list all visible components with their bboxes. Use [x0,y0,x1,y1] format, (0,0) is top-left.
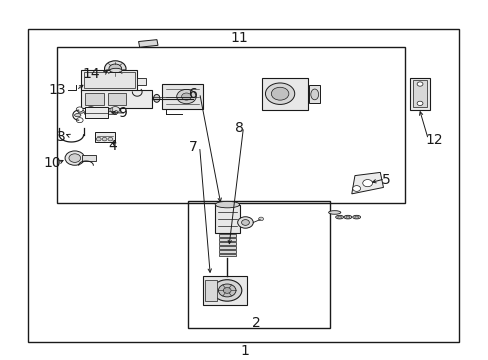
Text: 1: 1 [240,343,248,357]
Bar [57,47,405,203]
Circle shape [362,180,372,187]
Circle shape [108,137,113,141]
Circle shape [104,61,126,77]
Bar [186,91,201,107]
Ellipse shape [354,216,358,218]
Bar [81,90,152,108]
Bar [218,238,236,241]
Circle shape [65,151,84,165]
Bar [218,253,236,256]
Circle shape [241,220,249,225]
Bar [218,246,236,249]
Bar [309,85,320,103]
Circle shape [181,93,191,100]
Circle shape [188,95,200,103]
Circle shape [102,137,107,141]
Circle shape [265,83,294,104]
Text: 3: 3 [57,130,66,144]
Bar [218,250,236,252]
Bar [81,71,137,92]
Bar [81,154,96,161]
Ellipse shape [337,216,341,218]
Circle shape [176,89,196,104]
Bar [188,201,329,328]
Circle shape [218,284,236,297]
Bar [215,204,239,233]
Text: 11: 11 [230,31,248,45]
Bar [137,78,146,85]
Ellipse shape [345,216,349,218]
Ellipse shape [115,111,118,114]
Ellipse shape [99,108,102,112]
Circle shape [76,107,83,112]
Circle shape [416,101,422,105]
Bar [83,72,135,88]
Polygon shape [351,172,383,194]
Bar [412,81,426,107]
Ellipse shape [328,211,340,214]
Bar [409,78,429,110]
Ellipse shape [110,108,113,112]
Bar [161,84,203,109]
Ellipse shape [78,110,84,113]
Bar [105,111,116,114]
Circle shape [352,186,360,192]
Bar [261,78,307,110]
Ellipse shape [164,94,170,102]
Text: 10: 10 [43,157,61,170]
Ellipse shape [153,94,160,102]
Bar [85,93,103,105]
Ellipse shape [352,215,360,219]
Bar [218,242,236,245]
Bar [138,40,158,47]
Text: 4: 4 [108,139,117,153]
Bar [204,280,216,301]
Bar [101,108,111,112]
Bar [108,93,126,105]
Bar [218,234,236,237]
Text: 5: 5 [381,172,389,186]
Bar [95,132,115,142]
Text: 12: 12 [425,133,443,147]
Circle shape [271,87,288,100]
Circle shape [111,107,120,113]
Circle shape [96,137,101,141]
Text: 7: 7 [188,140,197,154]
Ellipse shape [104,111,107,114]
Ellipse shape [335,215,343,219]
Circle shape [212,280,242,301]
Text: 8: 8 [235,121,244,135]
Ellipse shape [310,89,318,100]
Text: 13: 13 [48,83,65,97]
Ellipse shape [74,113,81,117]
Circle shape [223,288,231,293]
Ellipse shape [175,94,181,102]
Ellipse shape [343,215,351,219]
Bar [203,276,246,305]
Text: 14: 14 [82,67,100,81]
Circle shape [258,217,263,221]
Ellipse shape [110,68,122,73]
Circle shape [86,107,95,113]
Ellipse shape [84,112,90,115]
Circle shape [69,154,81,162]
Text: 9: 9 [118,106,127,120]
Circle shape [237,217,253,228]
Ellipse shape [215,201,239,208]
Circle shape [416,82,422,86]
Text: 6: 6 [188,87,197,101]
Text: 2: 2 [252,316,261,330]
Circle shape [109,64,122,73]
Bar [27,29,458,342]
Circle shape [76,118,83,123]
Bar [84,107,108,118]
